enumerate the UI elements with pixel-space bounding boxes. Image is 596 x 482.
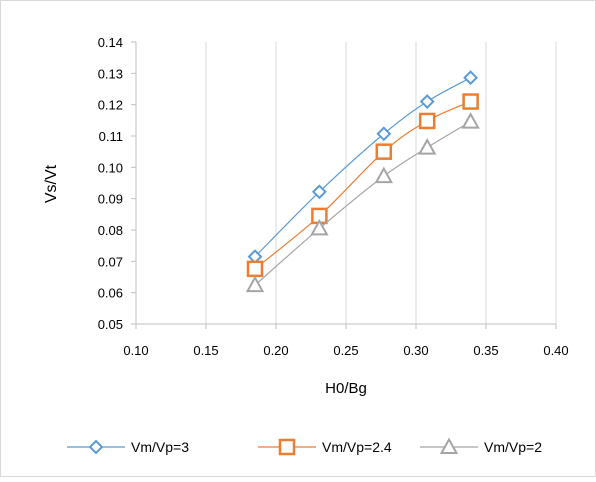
- data-point: [418, 112, 436, 130]
- data-point: [310, 218, 329, 236]
- series-layer: [245, 70, 480, 293]
- x-tick-label: 0.25: [333, 343, 358, 358]
- data-point: [245, 275, 265, 293]
- y-tick-label: 0.06: [98, 286, 123, 301]
- series-1: [247, 70, 479, 265]
- legend-label: Vm/Vp=2: [484, 439, 542, 455]
- legend-label: Vm/Vp=2.4: [322, 439, 392, 455]
- data-point: [375, 143, 393, 160]
- y-tick-label: 0.13: [98, 66, 123, 81]
- legend-marker: [439, 437, 459, 454]
- data-point: [311, 184, 327, 200]
- legend-item: Vm/Vp=3: [67, 439, 189, 455]
- x-axis-title: H0/Bg: [325, 380, 367, 397]
- legend-item: Vm/Vp=2.4: [258, 438, 392, 456]
- y-tick-label: 0.11: [99, 129, 123, 144]
- grid-lines: [205, 42, 557, 324]
- x-tick-label: 0.20: [263, 343, 288, 358]
- x-tick-label: 0.40: [543, 343, 568, 358]
- y-tick-label: 0.12: [98, 98, 123, 113]
- y-tick-label: 0.05: [98, 317, 123, 332]
- y-tick-label: 0.14: [98, 35, 123, 50]
- y-tick-label: 0.09: [98, 192, 123, 207]
- series-3: [245, 112, 480, 293]
- legend-item: Vm/Vp=2: [420, 437, 542, 455]
- axes: 0.05 0.06 0.07 0.08 0.09 0.10 0.11 0.12 0.13 0.14…: [98, 35, 569, 358]
- data-point: [246, 260, 264, 278]
- legend-marker: [278, 438, 296, 456]
- data-point: [462, 93, 479, 110]
- data-point: [376, 126, 392, 142]
- y-tick-label: 0.07: [98, 254, 123, 269]
- series-line: [254, 77, 471, 258]
- y-axis-title: Vs/Vt: [43, 164, 60, 203]
- y-tick-label: 0.10: [98, 160, 123, 175]
- x-tick-label: 0.10: [123, 343, 148, 358]
- x-tick-label: 0.15: [193, 343, 218, 358]
- y-tick-label: 0.08: [98, 223, 123, 238]
- data-point: [419, 94, 435, 109]
- data-point: [461, 112, 480, 129]
- x-tick-label: 0.35: [473, 343, 498, 358]
- data-point: [374, 166, 393, 184]
- data-point: [463, 70, 479, 86]
- data-point: [418, 138, 437, 155]
- x-tick-label: 0.30: [403, 343, 428, 358]
- legend: Vm/Vp=3 Vm/Vp=2.4 Vm/Vp=2: [67, 437, 542, 456]
- legend-marker: [88, 439, 104, 455]
- legend-label: Vm/Vp=3: [131, 439, 189, 455]
